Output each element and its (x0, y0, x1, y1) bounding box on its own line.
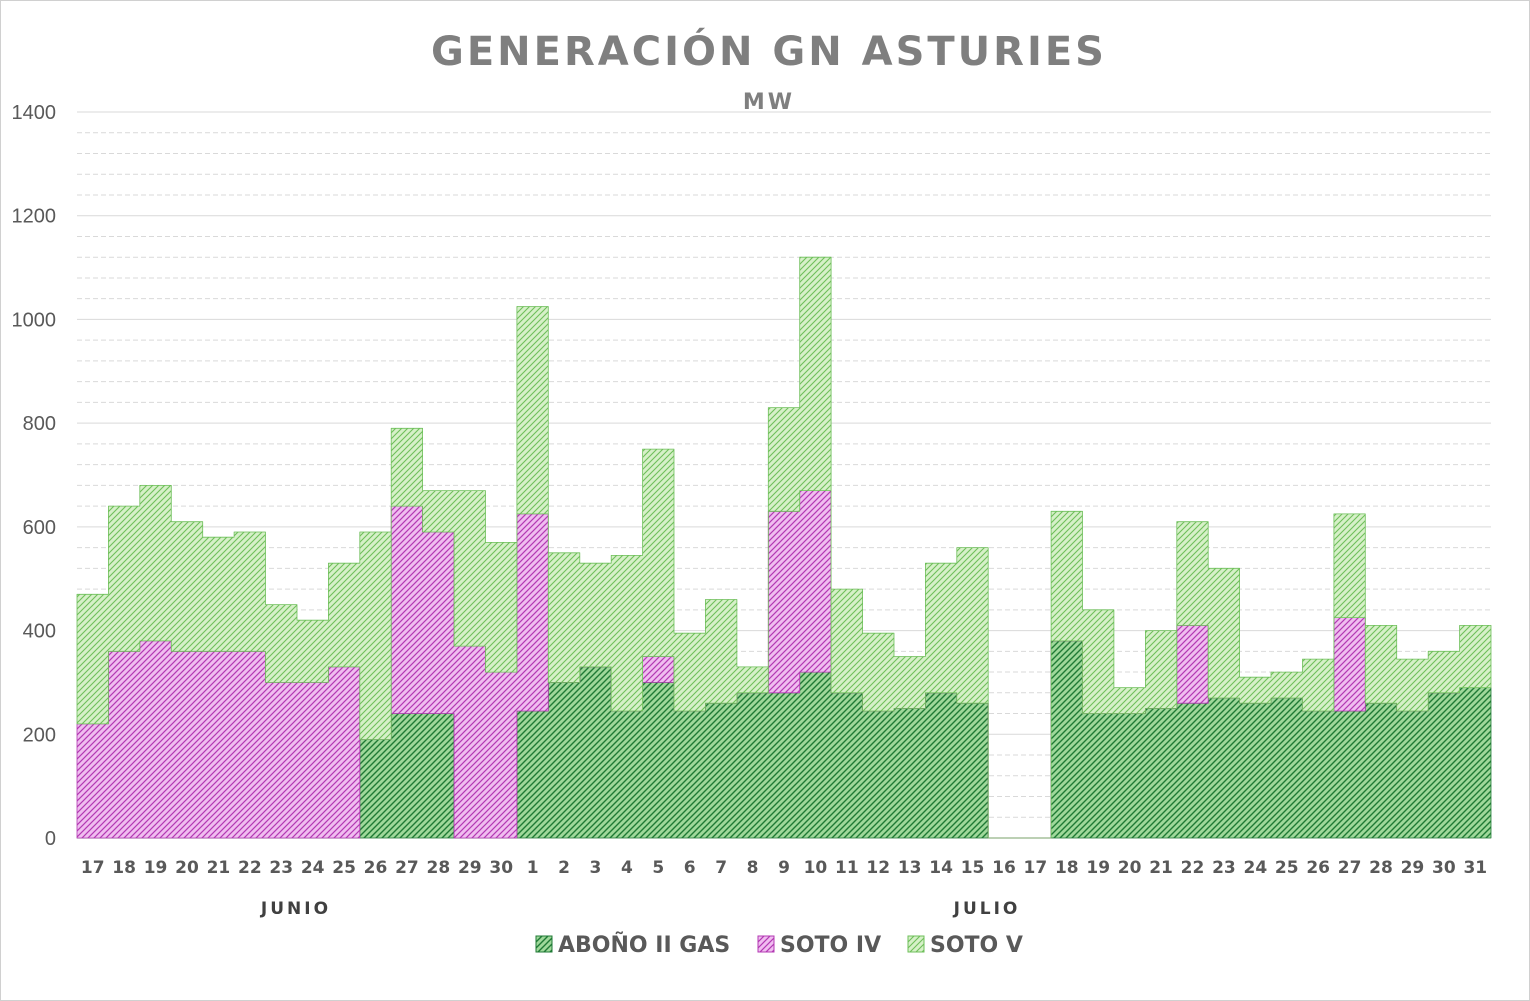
x-tick-label: 19 (1086, 858, 1110, 878)
legend-swatch-abono (535, 935, 553, 953)
x-tick-label: 28 (427, 858, 451, 878)
x-tick-label: 31 (1463, 858, 1487, 878)
legend-swatch-soto-iv (757, 935, 775, 953)
y-tick-label: 0 (45, 828, 56, 850)
x-tick-label: 2 (558, 858, 570, 878)
x-tick-label: 15 (961, 858, 985, 878)
x-tick-label: 3 (590, 858, 602, 878)
x-tick-label: 1 (527, 858, 539, 878)
y-axis: 0 200 400 600 800 1000 1200 1400 (12, 102, 57, 850)
month-label-julio: JULIO (953, 899, 1021, 919)
y-tick-label: 1000 (12, 309, 57, 331)
x-tick-label: 25 (332, 858, 356, 878)
x-tick-label: 21 (1149, 858, 1173, 878)
x-tick-label: 8 (747, 858, 759, 878)
x-tick-label: 4 (621, 858, 633, 878)
legend-item-soto-iv: SOTO IV (757, 933, 881, 958)
x-tick-label: 26 (1306, 858, 1330, 878)
x-tick-label: 19 (144, 858, 168, 878)
y-tick-label: 1400 (12, 102, 57, 124)
x-tick-label: 25 (1275, 858, 1299, 878)
x-tick-label: 16 (992, 858, 1016, 878)
x-tick-label: 12 (866, 858, 890, 878)
x-tick-label: 13 (898, 858, 922, 878)
x-tick-label: 23 (1212, 858, 1236, 878)
chart-title: GENERACIÓN GN ASTURIES (431, 27, 1107, 75)
x-tick-label: 7 (715, 858, 727, 878)
x-tick-label: 17 (81, 858, 105, 878)
x-tick-label: 18 (1055, 858, 1079, 878)
area-series-soto-v (76, 256, 1492, 839)
x-tick-label: 27 (1338, 858, 1362, 878)
x-tick-label: 29 (458, 858, 482, 878)
x-tick-label: 14 (929, 858, 953, 878)
x-tick-label: 24 (301, 858, 325, 878)
legend-item-soto-v: SOTO V (907, 933, 1023, 958)
x-tick-label: 9 (778, 858, 790, 878)
legend-label-abono: ABOÑO II GAS (558, 932, 730, 958)
legend: ABOÑO II GAS SOTO IV SOTO V (535, 932, 1023, 958)
legend-item-abono: ABOÑO II GAS (535, 932, 730, 958)
x-tick-label: 22 (238, 858, 262, 878)
y-tick-label: 600 (23, 517, 56, 539)
x-tick-label: 21 (207, 858, 231, 878)
x-tick-label: 11 (835, 858, 859, 878)
x-tick-label: 28 (1369, 858, 1393, 878)
x-tick-label: 27 (395, 858, 419, 878)
x-tick-label: 20 (1118, 858, 1142, 878)
legend-swatch-soto-v (907, 935, 925, 953)
y-tick-label: 200 (23, 724, 56, 746)
legend-label-soto-iv: SOTO IV (780, 933, 881, 958)
y-tick-label: 400 (23, 621, 56, 643)
y-tick-label: 1200 (12, 206, 57, 228)
legend-label-soto-v: SOTO V (930, 933, 1023, 958)
x-tick-label: 22 (1181, 858, 1205, 878)
x-tick-label: 30 (1432, 858, 1456, 878)
x-tick-label: 29 (1401, 858, 1425, 878)
plot-area (76, 256, 1492, 839)
x-tick-label: 24 (1243, 858, 1267, 878)
x-tick-label: 30 (489, 858, 513, 878)
x-tick-label: 10 (804, 858, 828, 878)
y-tick-label: 800 (23, 413, 56, 435)
x-tick-label: 26 (364, 858, 388, 878)
x-tick-label: 23 (269, 858, 293, 878)
month-label-junio: JUNIO (260, 899, 331, 919)
x-tick-label: 6 (684, 858, 696, 878)
x-tick-label: 17 (1024, 858, 1048, 878)
x-tick-label: 18 (112, 858, 136, 878)
x-tick-label: 5 (652, 858, 664, 878)
chart-subtitle: MW (743, 90, 795, 115)
x-axis: 17 18 19 20 21 22 23 24 25 26 27 28 29 30 1 2 3 4 5 6 7 8 9 10 1… (81, 858, 1487, 878)
x-tick-label: 20 (175, 858, 199, 878)
